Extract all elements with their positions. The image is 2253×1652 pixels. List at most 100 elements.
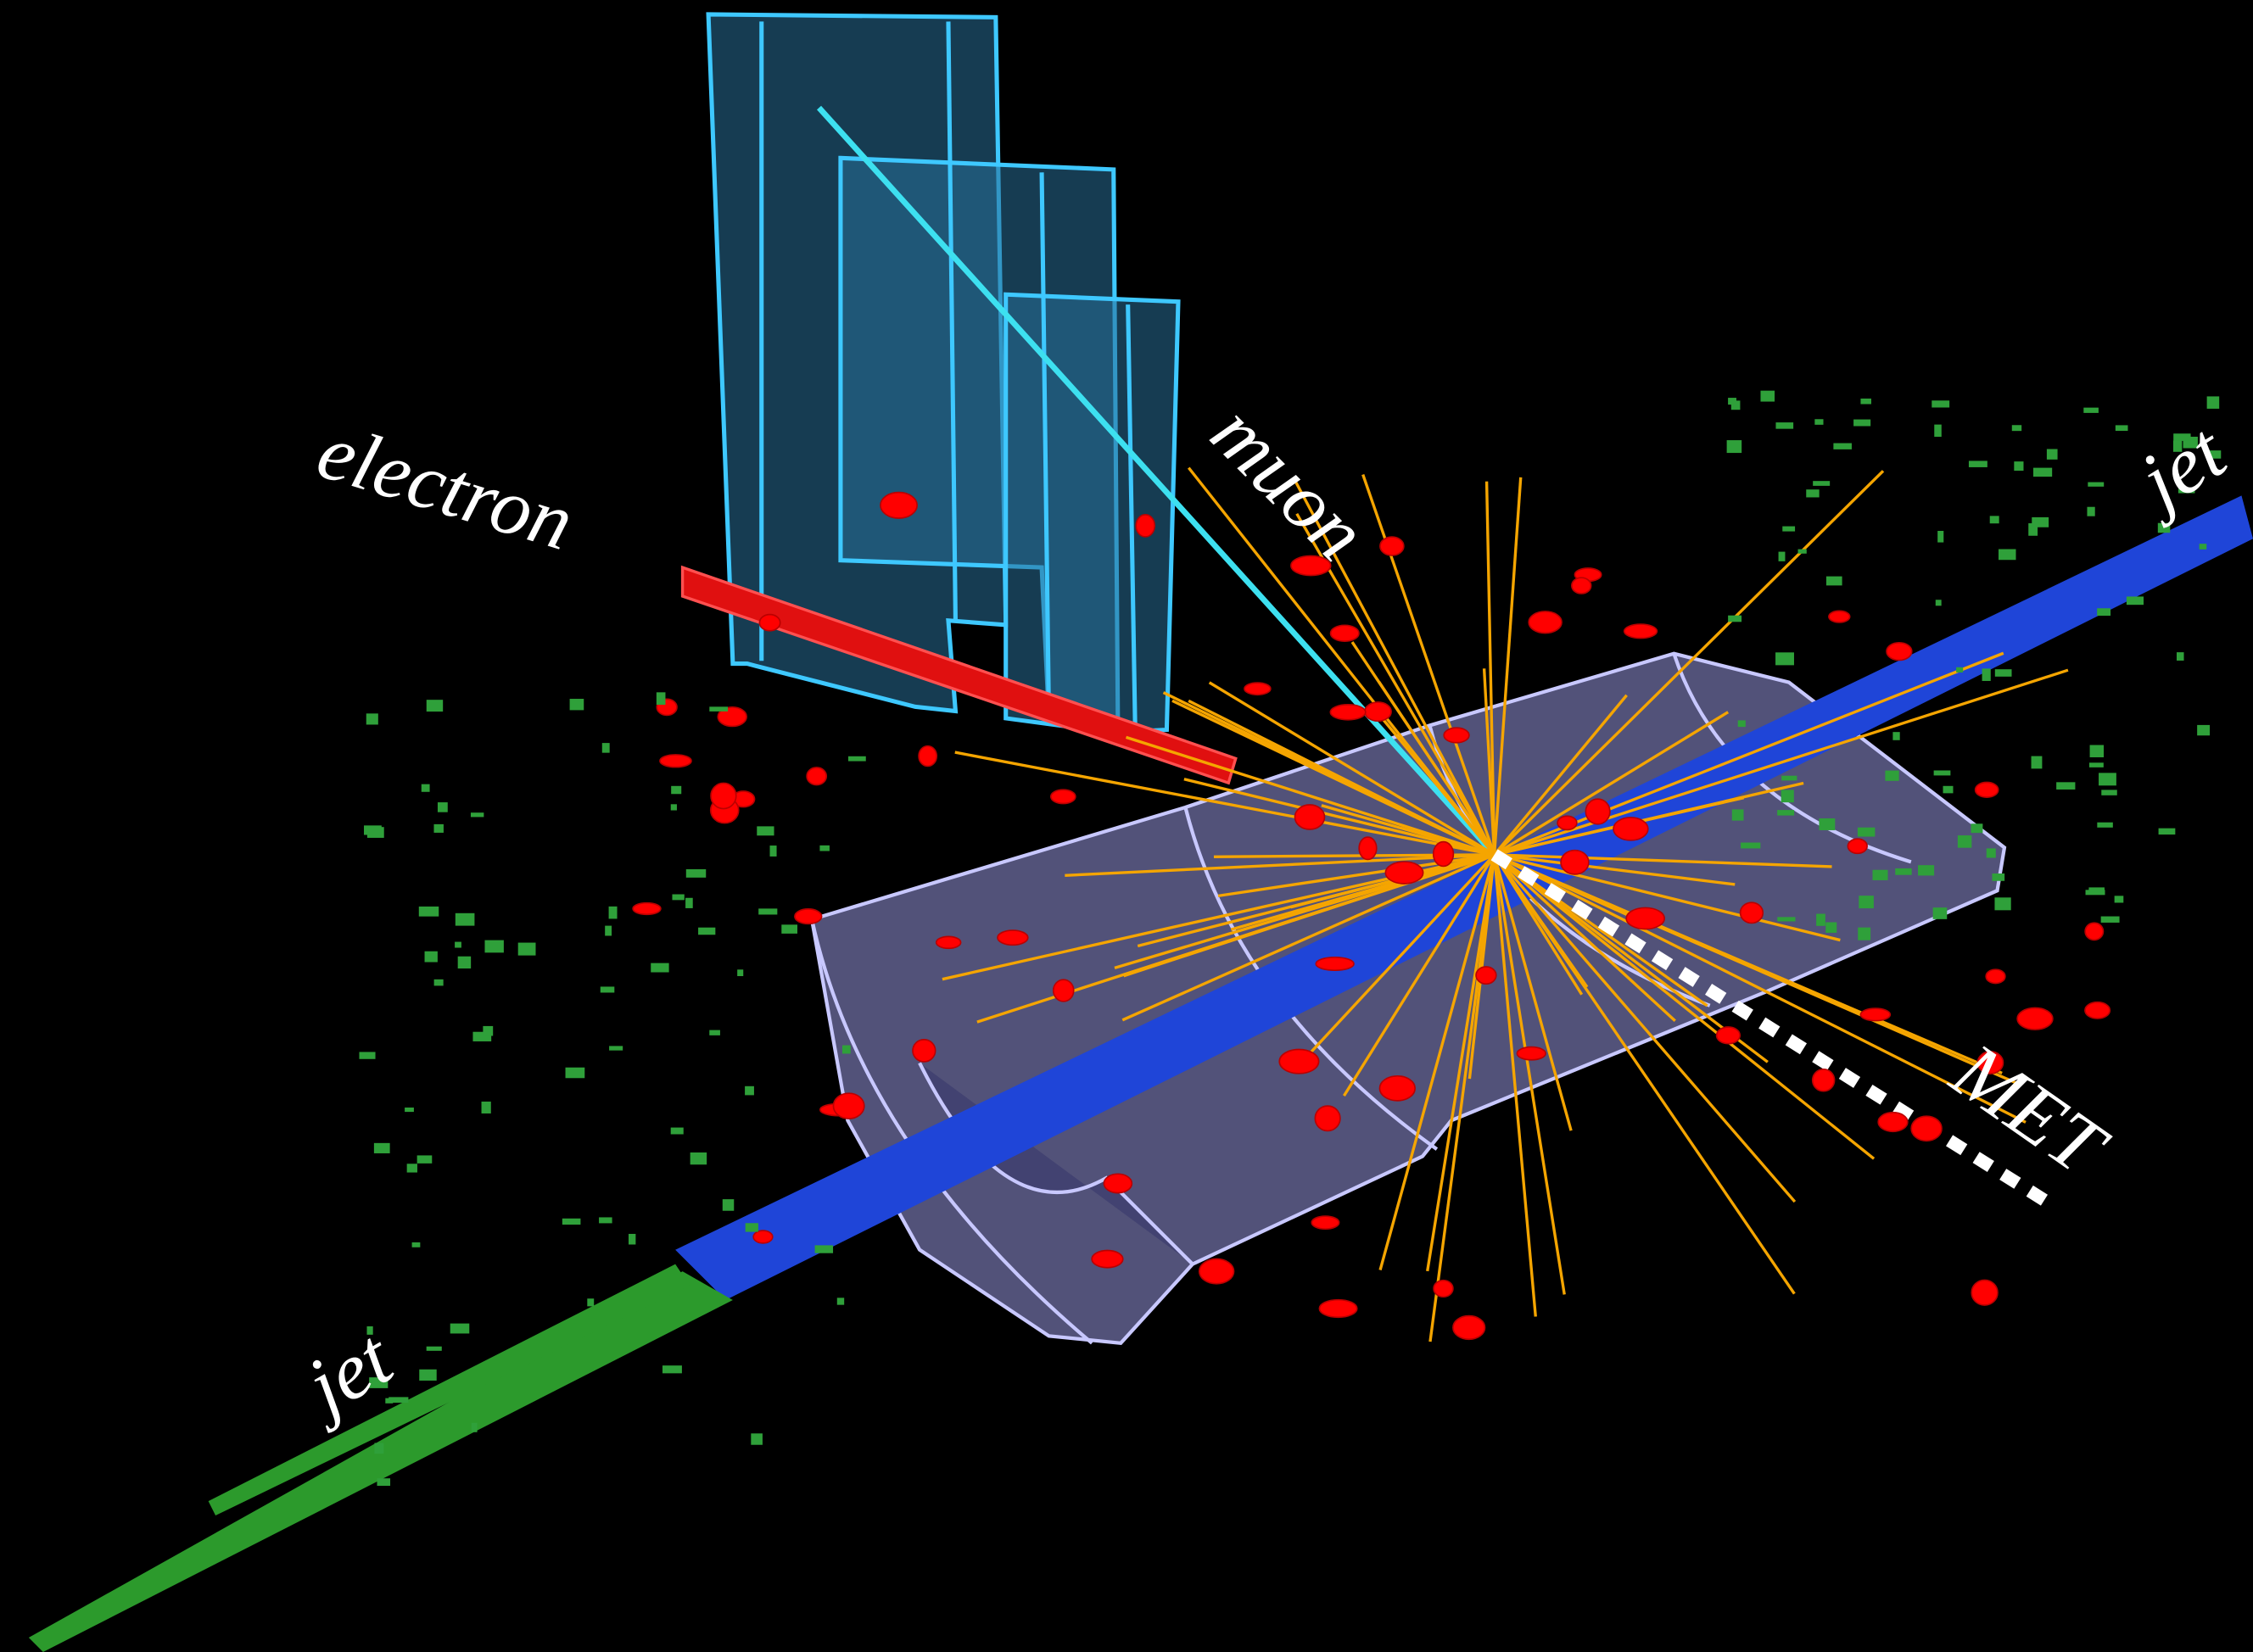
green-hit [405, 1107, 414, 1113]
green-hit [2099, 773, 2116, 786]
green-hit [1825, 576, 1842, 586]
red-hit [1828, 610, 1851, 623]
green-hit [745, 1223, 758, 1232]
red-hit [935, 935, 962, 950]
track [1350, 641, 1496, 856]
green-hit [1825, 922, 1837, 933]
green-hit [848, 756, 866, 762]
track [1494, 853, 1832, 868]
track [1426, 854, 1496, 1272]
green-hit [1731, 809, 1744, 821]
track [1125, 735, 1495, 857]
track [1137, 853, 1495, 948]
green-hit [2087, 506, 2095, 516]
track [1294, 853, 1495, 1070]
green-hit [1956, 667, 1964, 673]
green-hit [2097, 822, 2113, 828]
track [1493, 694, 1628, 856]
green-hit [366, 713, 378, 725]
track [1492, 477, 1523, 855]
red-hit [1384, 861, 1424, 885]
green-hit [757, 826, 774, 836]
red-hit [1886, 641, 1913, 661]
track [1162, 691, 1495, 857]
green-hit [737, 969, 744, 977]
green-hit [709, 706, 729, 712]
track [1494, 781, 1804, 857]
green-hit [2083, 407, 2099, 413]
red-hit [632, 901, 662, 916]
green-hit [366, 1326, 373, 1335]
red-hit [1739, 901, 1764, 924]
red-hit [1244, 682, 1272, 696]
green-hit [1775, 652, 1794, 666]
track [1295, 512, 1496, 856]
red-hit [758, 613, 781, 632]
track [1484, 481, 1496, 855]
green-hit [685, 897, 693, 908]
red-hit [1103, 1173, 1133, 1194]
red-hit [1560, 849, 1590, 875]
green-hit [841, 1045, 851, 1054]
red-hit [1443, 727, 1470, 744]
green-hit [698, 927, 716, 935]
green-hit [1968, 460, 1987, 467]
track [1321, 804, 1495, 857]
red-hit [752, 1230, 774, 1244]
track [1065, 853, 1495, 877]
red-hit [710, 782, 737, 810]
green-hit [426, 1346, 442, 1351]
green-hit [1781, 790, 1794, 803]
green-hit [1859, 896, 1874, 909]
red-hit [794, 908, 823, 925]
detector-body [809, 651, 2007, 1346]
red-hit [880, 491, 918, 519]
green-hit [2056, 782, 2076, 790]
red-hit [1294, 804, 1326, 830]
red-hit [1314, 1105, 1341, 1132]
green-hit [781, 924, 798, 934]
green-hit [1781, 775, 1797, 781]
green-hit [1860, 398, 1871, 405]
green-hit [1932, 907, 1948, 919]
green-hit [1816, 913, 1825, 926]
green-hit [685, 868, 707, 878]
track [954, 751, 1495, 857]
red-hit [1329, 624, 1360, 642]
red-hit [1091, 1249, 1124, 1269]
red-hit [1847, 838, 1868, 855]
green-hit [1934, 424, 1942, 438]
track [1493, 853, 1876, 1160]
red-hit [1516, 1046, 1546, 1061]
red-hit [1049, 789, 1076, 805]
green-hit [373, 1142, 390, 1153]
green-hit [457, 956, 472, 969]
red-hit [1290, 555, 1332, 577]
green-hit [690, 1152, 707, 1165]
green-hit [745, 1086, 754, 1096]
muon-track [816, 105, 1497, 857]
red-hit [1623, 623, 1658, 639]
green-hit [672, 894, 685, 901]
green-hit [1937, 531, 1944, 543]
red-hit [1315, 957, 1355, 972]
green-hit [1933, 770, 1951, 776]
green-hit [484, 940, 504, 953]
green-hit [1728, 615, 1742, 622]
track [1493, 853, 1676, 1023]
green-hit [605, 925, 612, 936]
green-hit [2157, 522, 2171, 533]
track [1493, 853, 1797, 1203]
track [1428, 854, 1496, 1342]
track [1493, 853, 1589, 988]
green-hit [662, 1365, 682, 1374]
green-hit [1892, 732, 1900, 740]
red-hit [1985, 968, 2006, 985]
green-hit [481, 1101, 491, 1113]
green-hit [2089, 745, 2105, 757]
green-hit [406, 1164, 417, 1173]
red-hit [1585, 798, 1611, 825]
red-hit [1528, 611, 1563, 634]
green-hit [1819, 818, 1836, 830]
